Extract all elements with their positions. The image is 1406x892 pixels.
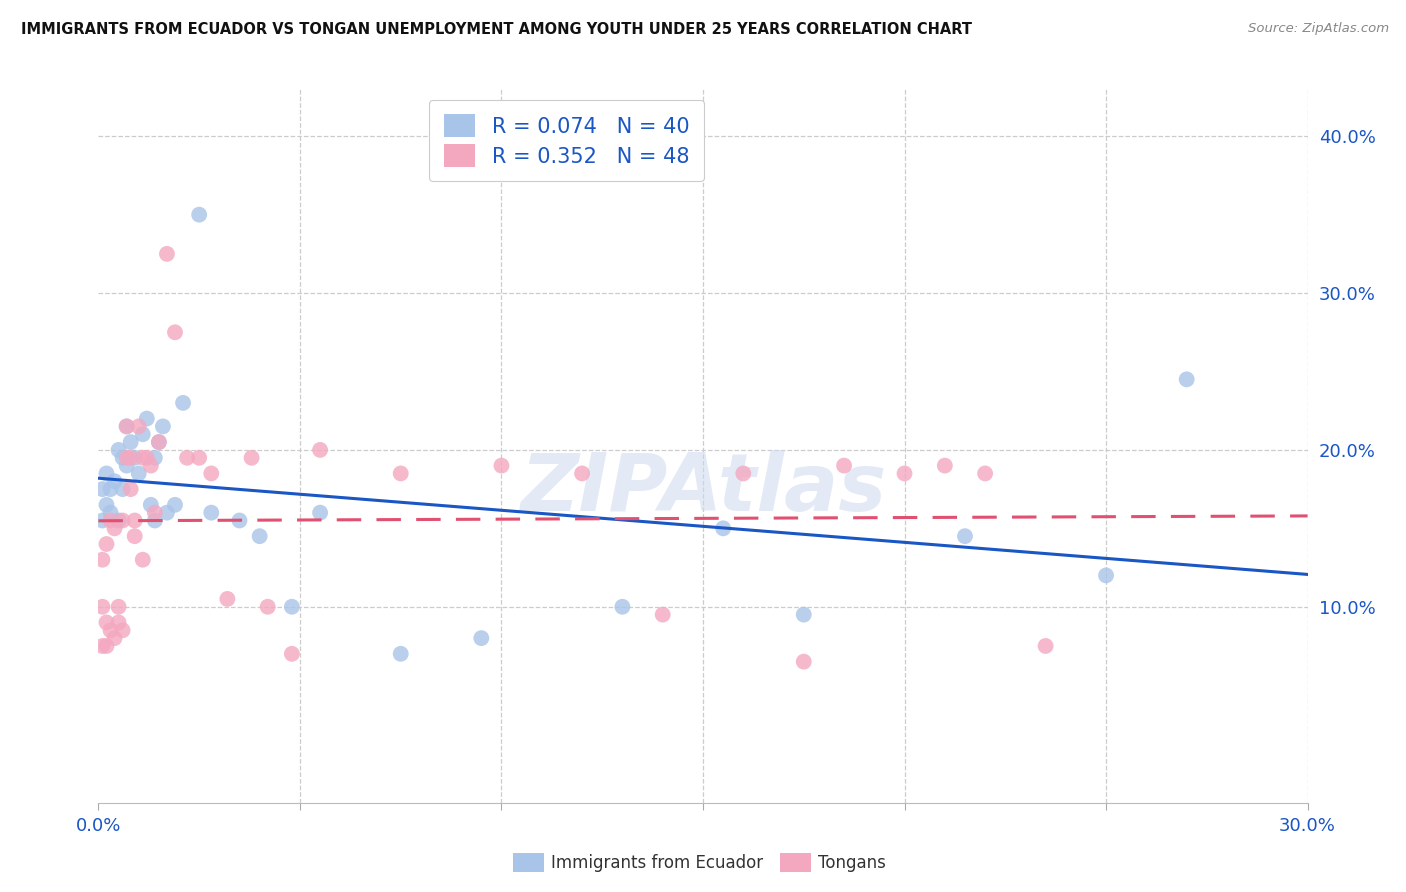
Point: [115, 450, 138, 465]
Point: [111, 482, 134, 496]
Point: [256, 599, 278, 614]
Point: [107, 514, 129, 528]
Point: [96, 498, 118, 512]
Point: [309, 442, 332, 457]
Point: [733, 467, 755, 481]
Point: [132, 552, 155, 566]
Point: [172, 396, 194, 410]
Point: [281, 647, 304, 661]
Point: [200, 506, 222, 520]
Point: [176, 450, 198, 465]
Point: [389, 647, 412, 661]
Point: [1175, 372, 1198, 386]
Point: [111, 450, 134, 465]
Point: [120, 435, 142, 450]
Point: [188, 450, 211, 465]
Point: [132, 450, 155, 465]
Point: [100, 514, 122, 528]
Point: [135, 411, 157, 425]
Point: [96, 467, 118, 481]
Point: [91, 482, 114, 496]
Point: [832, 458, 855, 473]
Point: [111, 514, 134, 528]
Text: ZIPAtlas: ZIPAtlas: [520, 450, 886, 528]
Legend: R = 0.074   N = 40, R = 0.352   N = 48: R = 0.074 N = 40, R = 0.352 N = 48: [429, 100, 704, 181]
Point: [612, 599, 634, 614]
Text: Tongans: Tongans: [818, 854, 886, 871]
Point: [148, 435, 170, 450]
Point: [491, 458, 513, 473]
Point: [281, 599, 304, 614]
Point: [124, 450, 146, 465]
Point: [91, 552, 114, 566]
Point: [143, 506, 166, 520]
Point: [156, 247, 179, 261]
Point: [934, 458, 956, 473]
Point: [96, 639, 118, 653]
Point: [107, 615, 129, 630]
Point: [711, 521, 734, 535]
Point: [128, 419, 150, 434]
Point: [389, 467, 412, 481]
Point: [91, 514, 114, 528]
Point: [152, 419, 174, 434]
Point: [200, 467, 222, 481]
Point: [124, 514, 146, 528]
Text: IMMIGRANTS FROM ECUADOR VS TONGAN UNEMPLOYMENT AMONG YOUTH UNDER 25 YEARS CORREL: IMMIGRANTS FROM ECUADOR VS TONGAN UNEMPL…: [21, 22, 972, 37]
Text: Source: ZipAtlas.com: Source: ZipAtlas.com: [1249, 22, 1389, 36]
Point: [107, 599, 129, 614]
Point: [893, 467, 915, 481]
Point: [100, 482, 122, 496]
Point: [103, 475, 125, 489]
Point: [651, 607, 673, 622]
Point: [953, 529, 976, 543]
Point: [120, 482, 142, 496]
Point: [96, 537, 118, 551]
Point: [115, 419, 138, 434]
Point: [249, 529, 271, 543]
Point: [228, 514, 250, 528]
Point: [470, 631, 492, 645]
Point: [163, 326, 186, 340]
Point: [115, 458, 138, 473]
Point: [111, 624, 134, 638]
Point: [96, 615, 118, 630]
Point: [793, 655, 815, 669]
Point: [156, 506, 179, 520]
Point: [115, 419, 138, 434]
Point: [163, 498, 186, 512]
Point: [135, 450, 157, 465]
Point: [188, 208, 211, 222]
Point: [91, 639, 114, 653]
Point: [120, 450, 142, 465]
Point: [139, 458, 162, 473]
Point: [103, 521, 125, 535]
Point: [107, 442, 129, 457]
Point: [91, 599, 114, 614]
Text: Immigrants from Ecuador: Immigrants from Ecuador: [551, 854, 763, 871]
Point: [100, 624, 122, 638]
Point: [124, 529, 146, 543]
Point: [139, 498, 162, 512]
Point: [128, 467, 150, 481]
Point: [1095, 568, 1118, 582]
Point: [240, 450, 263, 465]
Point: [217, 591, 239, 606]
Y-axis label: Unemployment Among Youth under 25 years: Unemployment Among Youth under 25 years: [0, 259, 8, 633]
Point: [571, 467, 593, 481]
Point: [143, 514, 166, 528]
Point: [974, 467, 997, 481]
Point: [148, 435, 170, 450]
Point: [793, 607, 815, 622]
Point: [143, 450, 166, 465]
Point: [132, 427, 155, 442]
Point: [103, 631, 125, 645]
Point: [309, 506, 332, 520]
Point: [1035, 639, 1057, 653]
Point: [100, 506, 122, 520]
